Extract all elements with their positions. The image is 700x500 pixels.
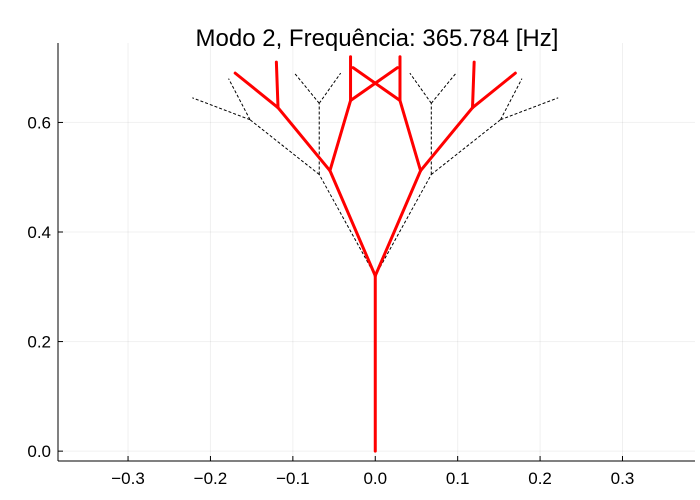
y-tick-label: 0.6 xyxy=(27,113,51,132)
x-tick-label: −0.1 xyxy=(276,469,310,488)
chart-title: Modo 2, Frequência: 365.784 [Hz] xyxy=(196,25,559,52)
deformed-segment xyxy=(274,60,280,110)
y-tick-label: 0.2 xyxy=(27,333,51,352)
undeformed-segment xyxy=(500,97,559,121)
deformed-segment xyxy=(471,60,476,110)
undeformed-segment xyxy=(409,72,432,104)
ticks: −0.3 −0.2 −0.1 0.0 0.1 0.2 0.3 0.0 0.2 0.4 0.6 xyxy=(27,113,634,488)
x-tick-label: −0.2 xyxy=(194,469,228,488)
undeformed-segment xyxy=(500,78,523,120)
deformed-segment xyxy=(233,71,280,110)
deformed-segment xyxy=(373,169,423,278)
undeformed-segment xyxy=(228,78,251,120)
axes xyxy=(57,43,695,462)
undeformed-segment xyxy=(318,174,376,277)
y-tick-label: 0.0 xyxy=(27,442,51,461)
x-tick-label: −0.3 xyxy=(111,469,145,488)
x-tick-label: 0.0 xyxy=(363,469,387,488)
undeformed-segment xyxy=(192,97,251,121)
deformed-segment xyxy=(351,66,402,103)
deformed-segment xyxy=(419,106,475,173)
deformed-segment xyxy=(328,169,377,278)
deformed-segment xyxy=(398,99,423,173)
undeformed-segment xyxy=(318,72,342,104)
deformed-shape xyxy=(233,55,517,453)
x-tick-label: 0.1 xyxy=(446,469,470,488)
series xyxy=(192,55,559,453)
undeformed-segment xyxy=(430,72,457,104)
deformed-segment xyxy=(328,99,353,173)
undeformed-segment xyxy=(374,174,432,277)
deformed-segment xyxy=(471,71,517,110)
undeformed-segment xyxy=(294,72,320,104)
y-tick-label: 0.4 xyxy=(27,223,51,242)
deformed-segment xyxy=(276,106,332,173)
x-tick-label: 0.3 xyxy=(611,469,635,488)
x-tick-label: 0.2 xyxy=(528,469,552,488)
